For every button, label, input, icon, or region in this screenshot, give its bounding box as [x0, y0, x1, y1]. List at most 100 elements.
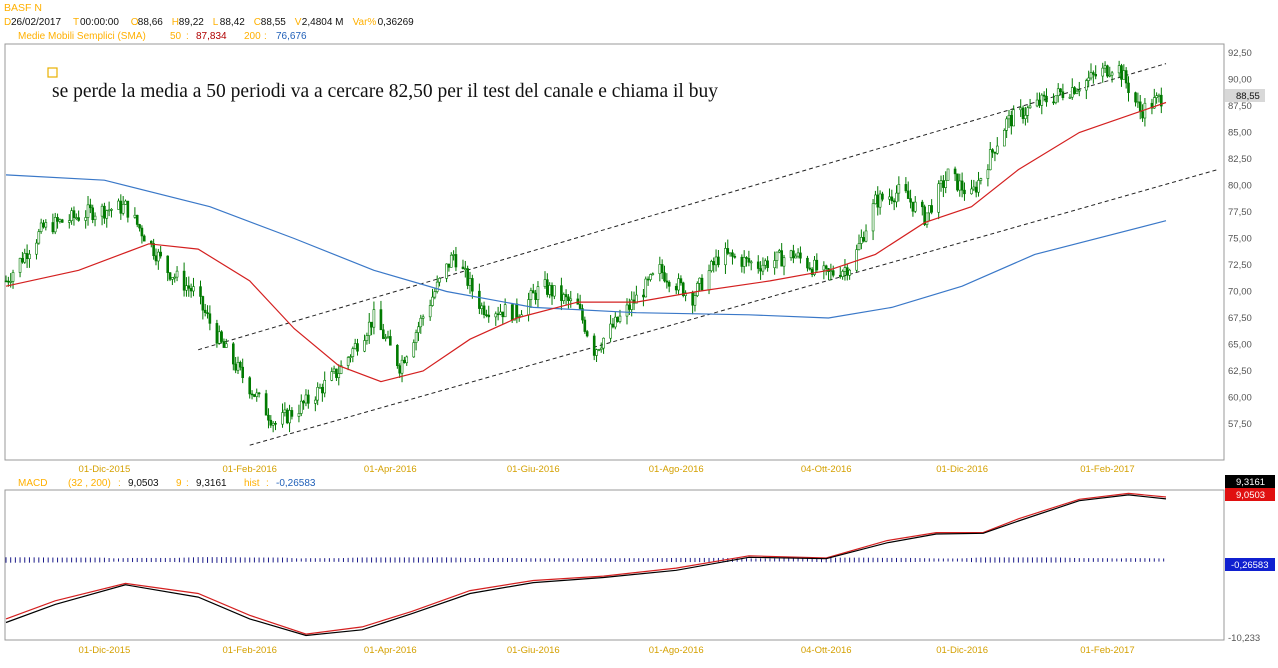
candle-body [881, 193, 884, 200]
sma50-period: 50 [170, 31, 182, 42]
candle-body [733, 256, 737, 258]
candle-body [494, 313, 498, 318]
candle-body [862, 237, 865, 242]
candle-body [414, 332, 418, 343]
candle-body [370, 321, 373, 328]
candle-body [419, 317, 423, 328]
candle-body [182, 270, 186, 291]
candle-body [316, 387, 319, 401]
candle-body [39, 222, 43, 232]
hist-value-box [1225, 558, 1275, 571]
candle-body [119, 200, 123, 214]
candle-body [337, 373, 341, 378]
candle-body [428, 305, 432, 318]
candle-body [264, 393, 268, 416]
candle-body [281, 412, 284, 425]
x-tick-label: 01-Dic-2016 [936, 645, 988, 656]
candle-body [384, 337, 387, 339]
candle-body [583, 319, 587, 332]
candle-body [970, 188, 973, 195]
candle-body [23, 253, 27, 263]
candle-body [257, 392, 261, 395]
x-tick-label: 01-Giu-2016 [507, 645, 560, 656]
candle-body [140, 227, 144, 237]
candle-body [529, 290, 533, 300]
candle-body [105, 210, 109, 219]
candle-body [808, 267, 812, 270]
candle-body [534, 292, 537, 301]
candle-body [206, 312, 209, 315]
candle-body [599, 347, 603, 350]
x-tick-label: 01-Ago-2016 [649, 645, 704, 656]
hist-label: hist [244, 478, 260, 489]
bar-info-key: H [172, 17, 179, 28]
candle-body [124, 200, 127, 205]
candle-body [314, 399, 317, 404]
macd-value-box [1225, 488, 1275, 501]
y-tick-label: 77,50 [1228, 207, 1252, 218]
candle-body [974, 186, 978, 193]
candle-body [166, 255, 169, 273]
candle-body [845, 267, 849, 276]
candle-body [1038, 99, 1041, 106]
candle-body [543, 279, 547, 287]
candle-body [796, 252, 800, 257]
candle-body [536, 286, 540, 301]
candle-body [60, 219, 64, 223]
candle-body [299, 400, 303, 414]
candle-body [1028, 105, 1032, 109]
candle-body [745, 257, 748, 259]
candle-body [121, 204, 125, 214]
candle-body [89, 204, 92, 209]
candle-body [297, 413, 301, 417]
svg-text::: : [118, 478, 121, 489]
candle-body [625, 304, 629, 317]
candle-body [831, 270, 835, 276]
candle-body [806, 257, 809, 269]
channel-upper-line [198, 63, 1167, 351]
signal-period: 9 [176, 478, 182, 489]
candle-body [963, 189, 966, 195]
x-tick-label: 01-Ago-2016 [649, 464, 704, 475]
bar-info-key: C [254, 17, 261, 28]
candle-body [651, 273, 655, 275]
x-tick-label: 04-Ott-2016 [801, 645, 852, 656]
svg-text::: : [186, 31, 189, 42]
x-tick-label: 01-Dic-2015 [79, 645, 131, 656]
candle-body [346, 357, 350, 366]
candle-body [461, 266, 465, 269]
candle-body [942, 180, 945, 188]
candle-body [1052, 101, 1055, 104]
candle-body [724, 248, 727, 266]
x-tick-label: 01-Feb-2016 [223, 464, 277, 475]
x-tick-label: 04-Ott-2016 [801, 464, 852, 475]
candle-body [1007, 115, 1011, 120]
candle-body [70, 210, 73, 221]
candle-body [1120, 65, 1123, 80]
candle-body [365, 335, 369, 341]
candle-body [663, 272, 666, 282]
candle-body [1127, 82, 1130, 93]
x-tick-label: 01-Feb-2016 [223, 645, 277, 656]
macd-value: 9,0503 [128, 478, 159, 489]
candle-body [1089, 72, 1093, 79]
candle-body [726, 248, 730, 254]
candle-body [307, 394, 310, 404]
candle-body [972, 186, 976, 190]
candle-body [381, 329, 385, 339]
candle-body [513, 303, 516, 321]
candle-body [909, 198, 912, 203]
candle-body [585, 331, 589, 337]
y-tick-label: 67,50 [1228, 313, 1252, 324]
candle-body [1059, 88, 1062, 93]
candle-body [241, 366, 244, 379]
candle-body [773, 260, 776, 269]
candle-body [707, 270, 711, 291]
candle-body [946, 168, 950, 181]
candle-body [874, 194, 877, 205]
candle-body [405, 356, 409, 364]
candle-body [283, 409, 287, 413]
candle-body [895, 192, 898, 203]
candle-body [21, 258, 24, 263]
